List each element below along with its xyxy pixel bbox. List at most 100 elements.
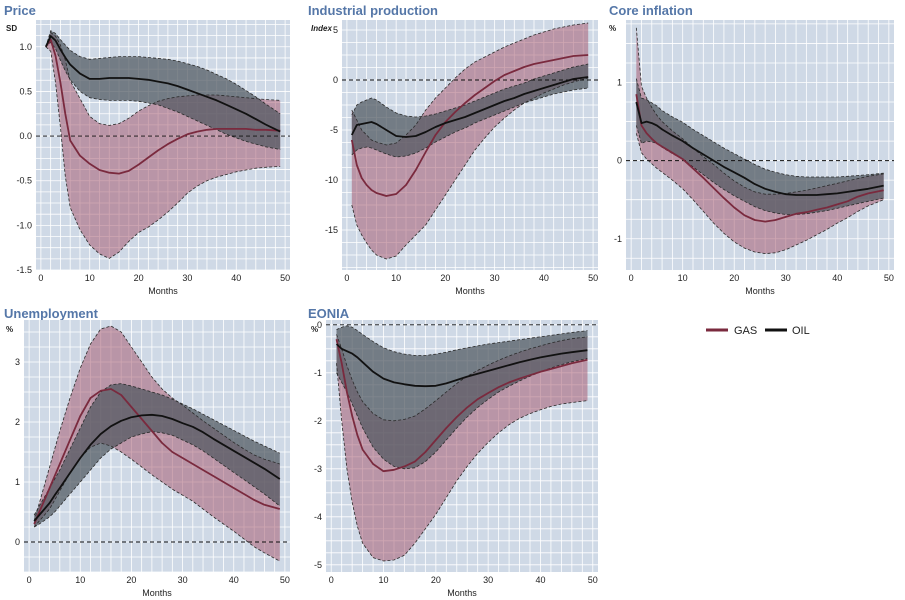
band-edge-oil-upper <box>635 78 884 178</box>
y-tick-label: -5 <box>330 125 338 135</box>
band-gas <box>34 326 280 562</box>
x-tick-label: 20 <box>134 273 144 283</box>
y-tick-label: 1.0 <box>19 42 32 52</box>
y-unit-label: SD <box>6 24 17 33</box>
band-edge-gas-lower <box>351 77 589 260</box>
x-tick-label: 10 <box>391 273 401 283</box>
x-tick-label: 0 <box>629 273 634 283</box>
band-gas <box>45 32 281 259</box>
y-tick-label: -1 <box>314 368 322 378</box>
series-line-gas <box>335 339 588 473</box>
series-line-gas <box>45 38 281 175</box>
band-edge-oil-lower <box>45 41 281 150</box>
y-tick-label: 0 <box>333 75 338 85</box>
band-edge-gas-upper <box>336 334 588 422</box>
x-tick-label: 20 <box>729 273 739 283</box>
x-tick-label: 10 <box>379 575 389 585</box>
x-tick-label: 40 <box>535 575 545 585</box>
band-edge-gas-lower <box>33 442 280 562</box>
chart-eonia: EONIA% -5 -4 -3 -2 -1 0 0 10 20 30 40 50 Months <box>308 306 598 598</box>
series-line-oil <box>635 101 884 196</box>
series-line-oil <box>44 35 281 133</box>
x-axis-label: Months <box>455 286 485 296</box>
x-tick-label: 50 <box>588 273 598 283</box>
band-oil <box>351 64 589 157</box>
x-axis-label: Months <box>142 588 172 598</box>
band-edge-oil-upper <box>33 383 280 516</box>
x-tick-label: 10 <box>75 575 85 585</box>
x-tick-label: 40 <box>832 273 842 283</box>
y-tick-label: 0 <box>15 537 20 547</box>
x-tick-label: 30 <box>178 575 188 585</box>
x-tick-label: 30 <box>781 273 791 283</box>
x-tick-label: 30 <box>490 273 500 283</box>
y-tick-label: 1 <box>15 477 20 487</box>
y-tick-label: -15 <box>325 225 338 235</box>
x-tick-label: 40 <box>539 273 549 283</box>
band-oil <box>45 30 281 150</box>
legend: GAS OIL <box>706 325 810 337</box>
x-tick-label: 40 <box>231 273 241 283</box>
y-tick-label: -3 <box>314 464 322 474</box>
y-unit-label: Index <box>311 24 332 33</box>
y-unit-label: % <box>609 24 616 33</box>
band-edge-gas-upper <box>45 31 281 126</box>
series-line-oil <box>350 76 589 138</box>
series-line-gas <box>635 94 884 223</box>
y-unit-label: % <box>6 325 13 334</box>
x-tick-label: 20 <box>440 273 450 283</box>
y-tick-label: -1.5 <box>16 265 32 275</box>
x-axis-label: Months <box>745 286 775 296</box>
y-unit-label: % <box>311 325 318 334</box>
x-tick-label: 50 <box>884 273 894 283</box>
y-tick-label: 1 <box>617 78 622 88</box>
y-tick-label: -10 <box>325 175 338 185</box>
y-tick-label: 5 <box>333 25 338 35</box>
y-tick-label: 0.5 <box>19 86 32 96</box>
band-edge-oil-upper <box>336 325 588 356</box>
y-tick-label: 0.0 <box>19 131 32 141</box>
band-edge-oil-lower <box>351 87 589 158</box>
y-tick-label: -1 <box>614 234 622 244</box>
y-tick-label: -4 <box>314 512 322 522</box>
band-edge-oil-lower <box>336 358 588 470</box>
x-tick-label: 20 <box>126 575 136 585</box>
y-tick-label: -5 <box>314 560 322 570</box>
x-tick-label: 20 <box>431 575 441 585</box>
x-tick-label: 30 <box>483 575 493 585</box>
series-line-gas <box>350 54 589 197</box>
y-tick-label: -2 <box>314 416 322 426</box>
band-oil <box>34 383 280 527</box>
x-tick-label: 50 <box>588 575 598 585</box>
series-line-gas <box>33 388 281 525</box>
chart-title: Unemployment <box>4 306 99 321</box>
legend-gas-label: GAS <box>734 325 757 337</box>
x-tick-label: 10 <box>678 273 688 283</box>
series-line-oil <box>33 413 281 522</box>
legend-oil-label: OIL <box>792 325 810 337</box>
band-edge-gas-upper <box>635 27 884 195</box>
x-tick-label: 40 <box>229 575 239 585</box>
x-tick-label: 0 <box>344 273 349 283</box>
x-tick-label: 50 <box>280 575 290 585</box>
band-edge-gas-upper <box>33 325 280 522</box>
band-edge-oil-upper <box>351 63 589 118</box>
band-oil <box>636 78 884 215</box>
band-edge-gas-lower <box>635 133 884 255</box>
chart-title: Price <box>4 3 36 18</box>
x-tick-label: 50 <box>280 273 290 283</box>
x-axis-label: Months <box>148 286 178 296</box>
band-edge-oil-upper <box>45 30 281 115</box>
y-tick-label: 0 <box>317 320 322 330</box>
y-tick-label: 2 <box>15 417 20 427</box>
x-tick-label: 30 <box>182 273 192 283</box>
y-tick-label: 0 <box>617 156 622 166</box>
band-edge-gas-upper <box>351 22 589 146</box>
band-gas <box>336 334 588 561</box>
chart-title: Industrial production <box>308 3 438 18</box>
chart-title: EONIA <box>308 306 350 321</box>
y-tick-label: 3 <box>15 357 20 367</box>
